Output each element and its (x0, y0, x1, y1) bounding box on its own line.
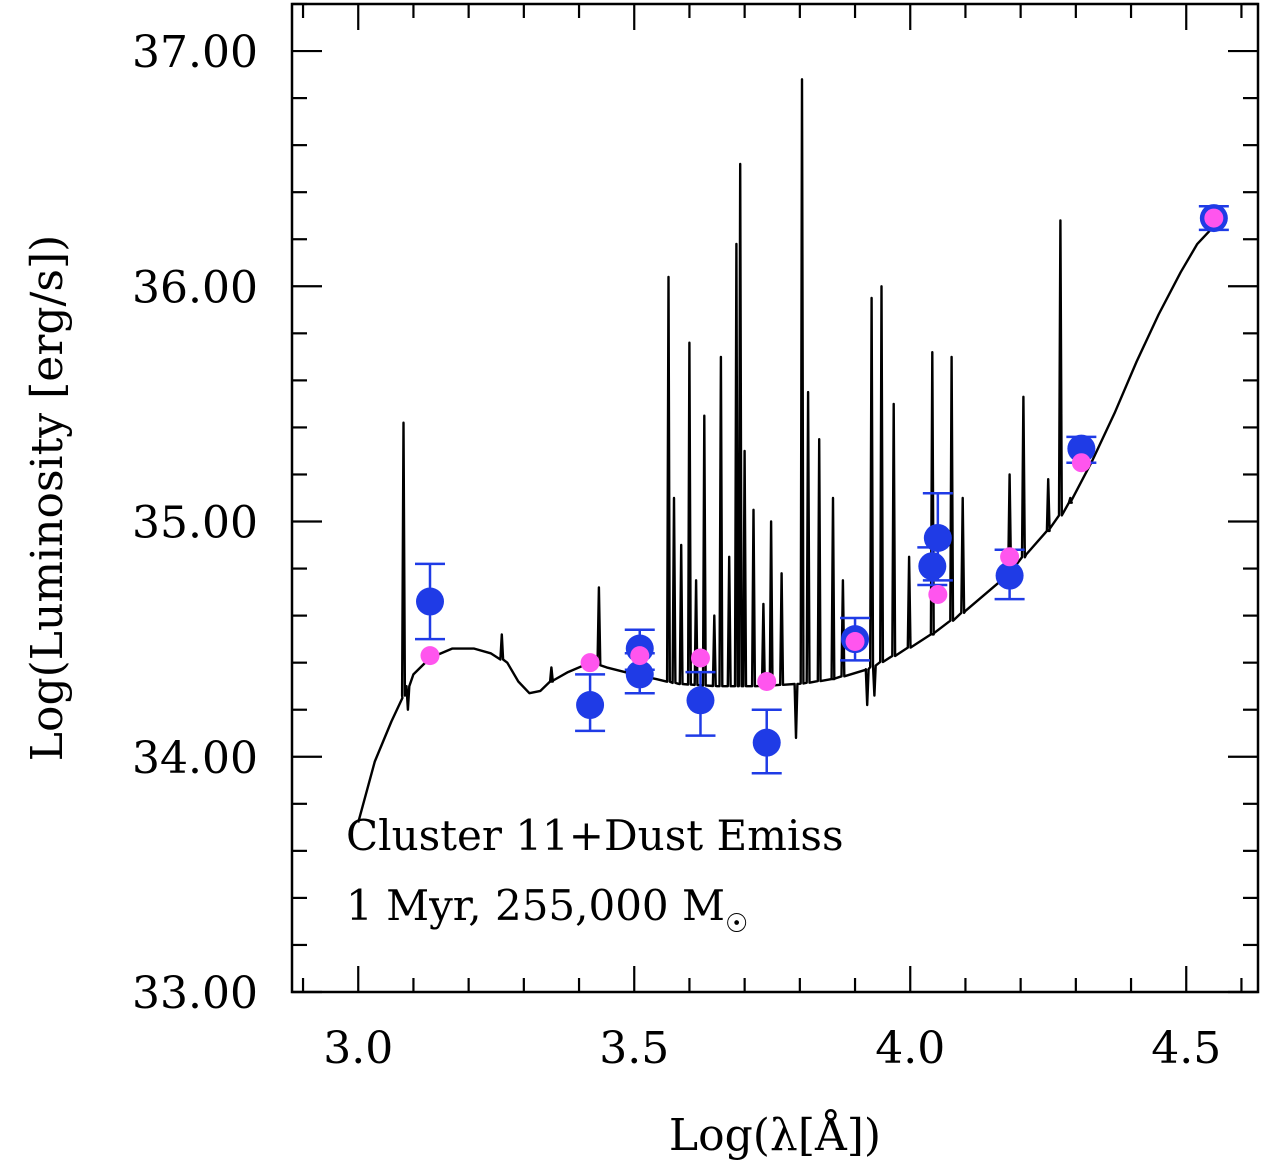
y-axis-title: Log(Luminosity [erg/s]) (22, 235, 73, 762)
annotation-age-mass: 1 Myr, 255,000 M☉ (346, 881, 748, 939)
axis-ticks (292, 2, 1258, 994)
model-point (580, 653, 600, 673)
y-tick-labels: 33.00 34.00 35.00 36.00 37.00 (132, 27, 258, 1019)
y-tick-label: 35.00 (132, 498, 258, 549)
y-tick-label: 33.00 (132, 968, 258, 1019)
solar-symbol: ☉ (725, 909, 748, 939)
x-tick-label: 4.5 (1151, 1023, 1221, 1074)
model-point (757, 671, 777, 691)
observed-point (752, 728, 781, 757)
annotation-cluster: Cluster 11+Dust Emiss (346, 811, 844, 860)
plot-frame (290, 2, 1260, 994)
y-tick-label: 37.00 (132, 27, 258, 78)
model-point (928, 584, 948, 604)
x-tick-labels: 3.0 3.5 4.0 4.5 (323, 1023, 1221, 1074)
model-points (420, 208, 1224, 691)
x-tick-label: 3.0 (323, 1023, 393, 1074)
observed-point (576, 691, 605, 720)
observed-point (416, 587, 444, 616)
observed-point (995, 561, 1024, 590)
observed-point (625, 660, 654, 689)
model-point (690, 648, 710, 668)
annotation-age-mass-text: 1 Myr, 255,000 M (346, 881, 725, 930)
model-point (1071, 453, 1091, 473)
model-point (1204, 208, 1224, 228)
x-tick-label: 4.0 (875, 1023, 945, 1074)
model-point (845, 631, 865, 651)
observed-point (686, 686, 715, 715)
observed-point (1067, 434, 1096, 463)
x-axis-title: Log(λ[Å]) (669, 1108, 881, 1161)
y-tick-label: 34.00 (132, 733, 258, 784)
model-point (1000, 547, 1020, 567)
y-tick-label: 36.00 (132, 262, 258, 313)
observed-point (923, 523, 952, 552)
model-point (630, 646, 650, 666)
observed-error-bars (415, 205, 1229, 775)
x-tick-label: 3.5 (599, 1023, 669, 1074)
observed-point (918, 552, 947, 581)
observed-points (416, 204, 1228, 757)
model-point (420, 646, 440, 666)
